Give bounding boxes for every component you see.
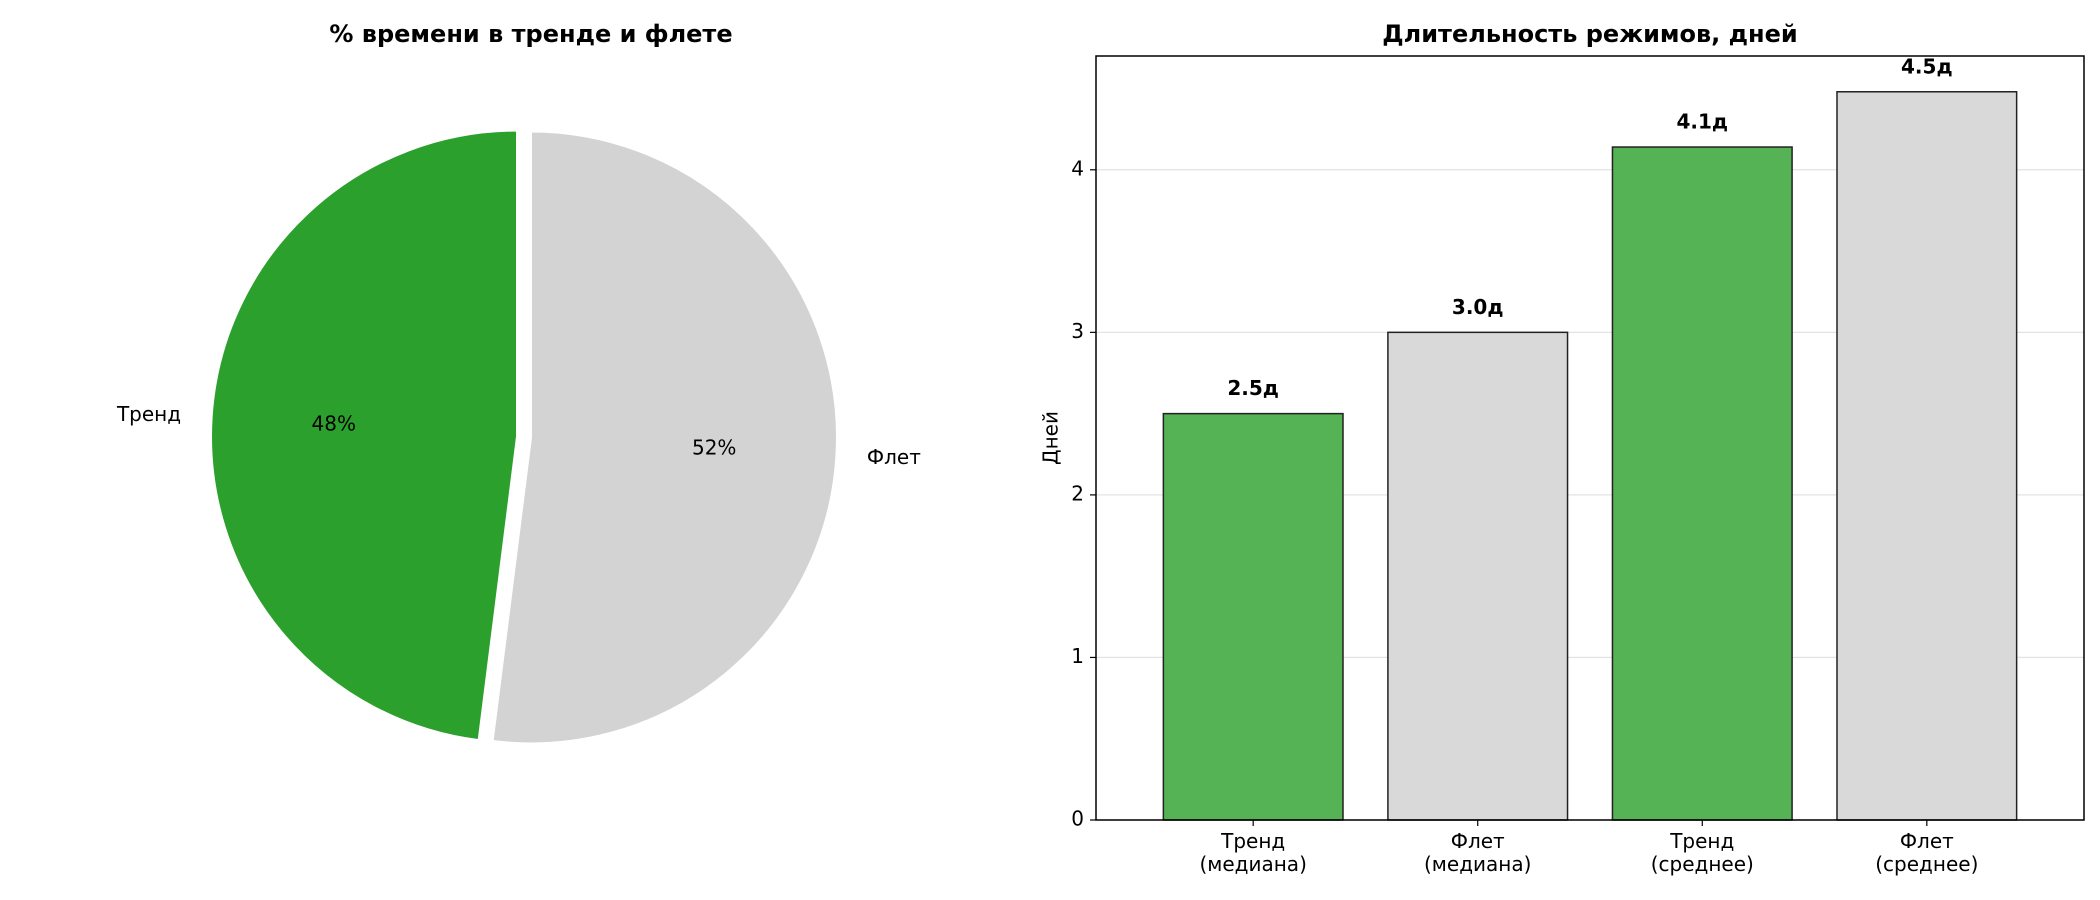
bar (1611, 146, 1793, 821)
value-label: 4.1д (1676, 110, 1728, 134)
x-tick-label: Флет (среднее) (1875, 829, 1979, 876)
pie-slice (210, 129, 519, 742)
chart-title: Длительность режимов, дней (1382, 20, 1797, 48)
y-tick-label: 1 (1071, 644, 1084, 668)
value-label: 3.0д (1452, 295, 1504, 319)
value-label: 48% (312, 412, 356, 436)
slice-label: Флет (867, 445, 921, 469)
x-tick-label: Флет (медиана) (1424, 829, 1532, 876)
value-label: 52% (692, 435, 736, 459)
x-tick-label: Тренд (медиана) (1199, 829, 1307, 876)
value-label: 4.5д (1901, 54, 1953, 78)
axes-frame (1095, 55, 2085, 821)
pie-slice (491, 130, 838, 745)
y-tick-label: 2 (1071, 481, 1084, 505)
bar (1836, 91, 2018, 821)
x-tick-label: Тренд (среднее) (1650, 829, 1754, 876)
bar (1162, 412, 1344, 821)
chart-title: % времени в тренде и флете (329, 20, 732, 48)
value-label: 2.5д (1227, 376, 1279, 400)
y-axis-label: Дней (1039, 411, 1063, 465)
y-tick-label: 0 (1071, 807, 1084, 831)
y-tick-label: 4 (1071, 156, 1084, 180)
y-tick-label: 3 (1071, 319, 1084, 343)
bar (1387, 331, 1569, 821)
slice-label: Тренд (116, 402, 181, 426)
